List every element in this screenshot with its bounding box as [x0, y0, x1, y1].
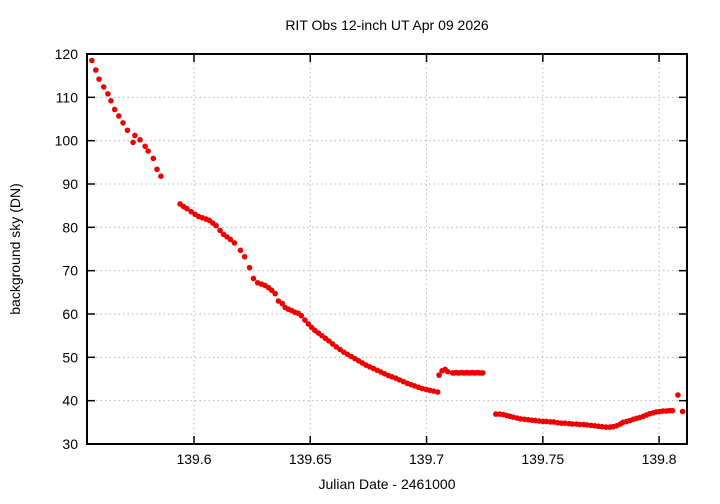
data-point	[241, 253, 248, 260]
data-point	[96, 76, 102, 82]
x-tick-label: 139.6	[176, 451, 211, 467]
data-point	[124, 127, 131, 134]
data-point	[217, 227, 223, 234]
data-point	[275, 298, 282, 304]
data-point	[237, 247, 244, 254]
data-point	[326, 338, 332, 344]
data-point	[246, 264, 253, 271]
y-tick-label: 80	[62, 219, 78, 235]
data-point	[89, 57, 95, 64]
y-tick-label: 60	[62, 306, 78, 322]
x-tick-label: 139.8	[642, 451, 677, 467]
data-point	[444, 368, 451, 375]
data-point	[679, 408, 686, 415]
y-tick-label: 120	[55, 46, 79, 62]
data-point	[272, 290, 278, 297]
x-tick-label: 139.75	[521, 451, 564, 467]
data-point	[130, 139, 136, 146]
data-point	[569, 421, 576, 427]
y-tick-label: 70	[62, 263, 78, 279]
data-point	[250, 275, 257, 282]
data-point	[268, 287, 275, 293]
data-points	[89, 57, 686, 430]
x-tick-labels: 139.6 139.65 139.7 139.75 139.8	[176, 451, 676, 467]
axis-ticks	[87, 53, 687, 445]
data-point	[111, 106, 118, 113]
data-point	[158, 173, 164, 179]
data-point	[669, 407, 676, 414]
y-tick-labels: 30 40 50 60 70 80 90 100 110 120	[55, 46, 79, 452]
data-point	[108, 98, 114, 104]
data-point	[480, 370, 486, 376]
y-tick-label: 110	[56, 89, 79, 105]
y-tick-label: 30	[62, 436, 78, 452]
data-point	[675, 392, 681, 398]
x-axis-label: Julian Date - 2461000	[319, 476, 456, 492]
x-tick-label: 139.65	[289, 451, 332, 467]
data-point	[100, 84, 107, 90]
x-tick-label: 139.7	[409, 451, 444, 467]
y-tick-label: 100	[55, 133, 79, 149]
data-point	[116, 113, 122, 119]
data-point	[493, 411, 499, 417]
data-point	[213, 222, 219, 229]
chart-title: RIT Obs 12-inch UT Apr 09 2026	[285, 17, 489, 33]
data-point	[436, 372, 442, 378]
data-point	[93, 67, 99, 73]
grid-lines	[87, 54, 687, 444]
data-point	[227, 236, 234, 243]
data-point	[142, 143, 148, 150]
data-point	[434, 389, 441, 395]
data-point	[132, 132, 138, 139]
plot-border	[86, 53, 688, 445]
data-point	[184, 205, 190, 212]
y-tick-label: 50	[62, 349, 78, 365]
data-point	[145, 148, 151, 154]
y-tick-label: 90	[62, 176, 78, 192]
data-point	[298, 312, 305, 319]
data-point	[137, 137, 143, 143]
data-point	[120, 120, 126, 126]
data-point	[105, 91, 111, 97]
data-point	[576, 421, 583, 428]
data-point	[150, 155, 157, 162]
data-point	[279, 300, 286, 307]
data-point	[329, 341, 336, 347]
data-point	[188, 208, 194, 215]
data-point	[231, 240, 238, 246]
y-tick-label: 40	[62, 393, 78, 409]
data-point	[302, 317, 308, 323]
y-axis-label: background sky (DN)	[7, 183, 23, 315]
data-point	[154, 166, 160, 173]
